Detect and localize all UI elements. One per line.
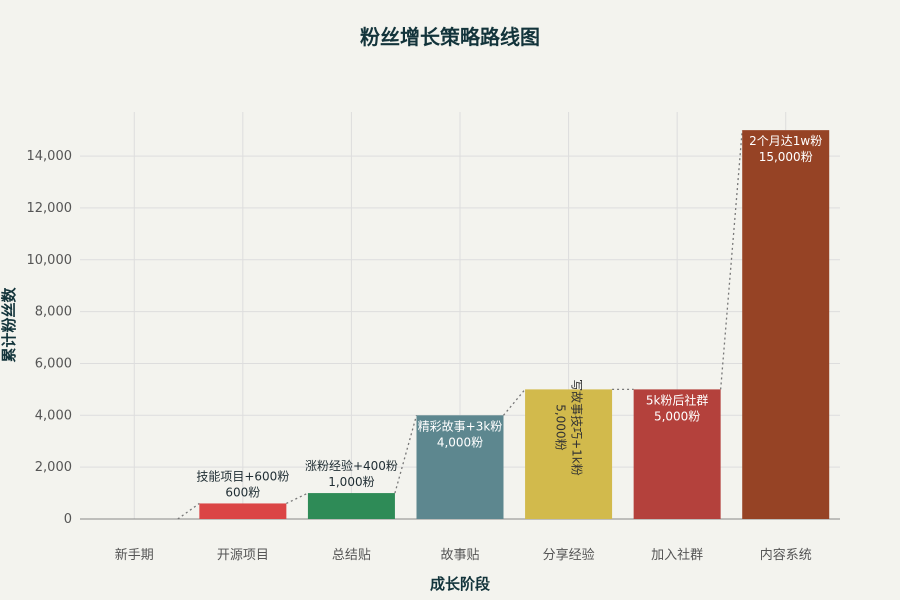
y-tick-label: 2,000 <box>35 460 72 475</box>
connector-line <box>503 388 526 416</box>
x-tick-label: 分享经验 <box>543 547 595 563</box>
y-tick-label: 10,000 <box>27 253 73 268</box>
bar <box>199 503 287 519</box>
bars <box>199 130 830 520</box>
bar <box>742 130 830 520</box>
bar-value-label: 涨粉经验+400粉 <box>305 458 398 473</box>
y-tick-label: 6,000 <box>35 356 72 371</box>
connector-line <box>394 415 418 494</box>
x-tick-label: 故事贴 <box>440 548 479 563</box>
bar-value-label: 精彩故事+3k粉 <box>418 418 503 433</box>
y-tick-label: 8,000 <box>35 305 72 320</box>
bar-value-label: 写故事技巧+1k粉 <box>570 379 585 476</box>
bar <box>633 389 721 519</box>
connector-line <box>177 502 200 520</box>
x-axis-title: 成长阶段 <box>430 575 490 593</box>
bar-value-label: 15,000粉 <box>759 150 813 164</box>
bar-value-label: 4,000粉 <box>437 435 483 449</box>
bar <box>307 493 395 519</box>
y-tick-label: 14,000 <box>27 149 73 164</box>
x-tick-label: 开源项目 <box>217 548 269 563</box>
connector-lines <box>177 130 743 520</box>
bar-value-label: 5,000粉 <box>554 404 568 450</box>
bar-value-label: 技能项目+600粉 <box>196 469 289 483</box>
y-tick-label: 12,000 <box>27 201 73 216</box>
connector-line <box>286 492 309 505</box>
x-tick-label: 加入社群 <box>651 547 703 563</box>
bar-value-label: 600粉 <box>225 485 260 499</box>
bar <box>416 415 504 519</box>
x-tick-label: 总结贴 <box>332 548 371 563</box>
connector-line <box>719 130 743 390</box>
x-tick-label: 内容系统 <box>760 547 812 563</box>
y-axis-title: 累计粉丝数 <box>0 287 18 363</box>
bar-value-label: 5,000粉 <box>654 409 700 423</box>
axis-ticks: 0 2,000 4,000 6,000 8,000 10,000 12,000 14,000 新… <box>27 149 812 563</box>
bar-labels: 技能项目+600粉 600粉 涨粉经验+400粉 1,000粉 精彩故事+3k粉 4,00… <box>196 134 822 499</box>
y-tick-label: 4,000 <box>35 408 72 423</box>
x-tick-label: 新手期 <box>115 547 154 563</box>
bar-value-label: 2个月达1w粉 <box>749 134 822 148</box>
bar-value-label: 1,000粉 <box>328 475 374 489</box>
y-tick-label: 0 <box>64 512 72 527</box>
bar <box>525 389 613 519</box>
chart-title: 粉丝增长策略路线图 <box>360 25 540 49</box>
bar-value-label: 5k粉后社群 <box>646 392 709 407</box>
